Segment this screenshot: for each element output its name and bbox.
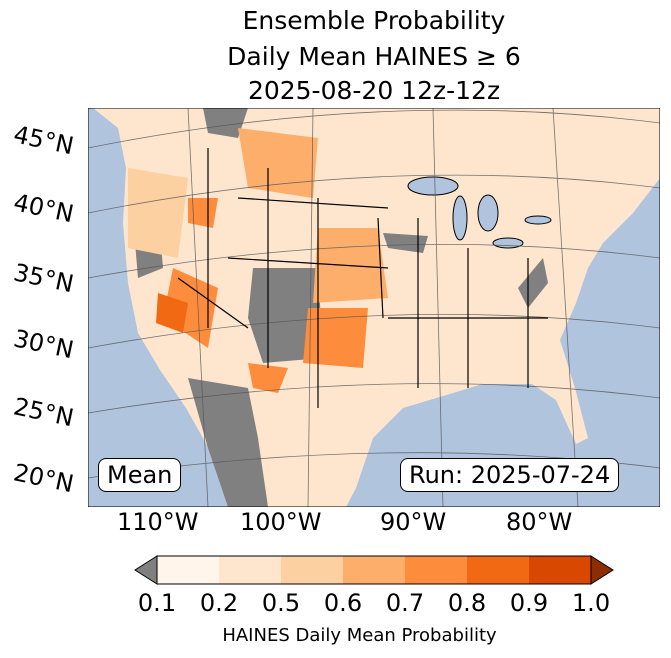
run-date-box: Run: 2025-07-24: [400, 458, 620, 492]
colorbar-tick-label: 0.7: [385, 589, 425, 617]
lon-label-100: 100°W: [240, 508, 322, 536]
lat-label-45: 45°N: [11, 120, 77, 161]
colorbar-tick-label: 0.6: [323, 589, 363, 617]
lat-label-30: 30°N: [11, 324, 77, 365]
colorbar-under-arrow: [134, 555, 158, 585]
great-lakes: [407, 176, 552, 249]
colorbar-segment: [467, 556, 529, 584]
colorbar-segment: [529, 556, 591, 584]
colorbar-tick-label: 0.9: [509, 589, 549, 617]
colorbar-tick-label: 0.5: [261, 589, 301, 617]
colorbar-tick-label: 1.0: [571, 589, 611, 617]
colorbar-segment: [219, 556, 281, 584]
lat-label-40: 40°N: [11, 188, 77, 229]
title-line3: 2025-08-20 12z-12z: [247, 76, 501, 105]
colorbar-tick-label: 0.8: [447, 589, 487, 617]
colorbar-label: HAINES Daily Mean Probability: [222, 625, 497, 646]
colorbar-tick-label: 0.2: [199, 589, 239, 617]
title-line2: Daily Mean HAINES ≥ 6: [227, 42, 521, 71]
colorbar-tick-label: 0.1: [137, 589, 177, 617]
colorbar-over-arrow: [590, 555, 614, 585]
colorbar-segment: [405, 556, 467, 584]
title-line1: Ensemble Probability: [242, 6, 506, 35]
high-probability-areas: [128, 128, 388, 393]
colorbar-segment: [343, 556, 405, 584]
state-borders: [177, 148, 548, 408]
lon-label-110: 110°W: [117, 508, 199, 536]
probability-map: [88, 108, 660, 507]
statistic-box: Mean: [98, 458, 182, 492]
colorbar: [134, 555, 614, 585]
colorbar-segment: [281, 556, 343, 584]
lat-label-35: 35°N: [11, 258, 77, 299]
colorbar-segment: [157, 556, 219, 584]
lon-label-90: 90°W: [380, 508, 447, 536]
lat-label-20: 20°N: [11, 458, 77, 499]
lat-label-25: 25°N: [11, 392, 77, 433]
lon-label-80: 80°W: [506, 508, 573, 536]
